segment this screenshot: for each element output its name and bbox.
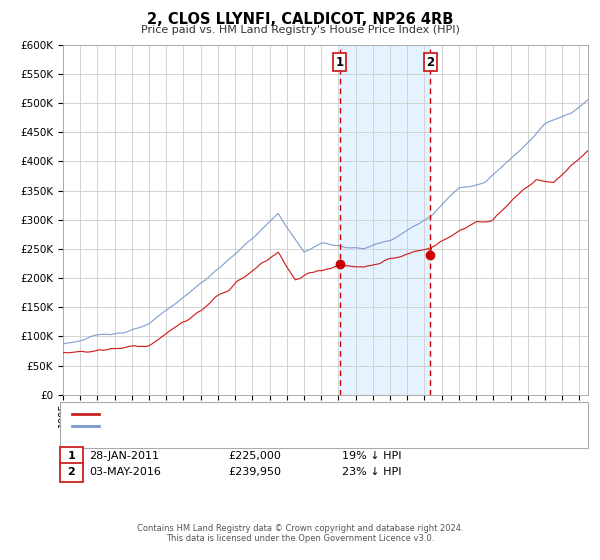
Text: This data is licensed under the Open Government Licence v3.0.: This data is licensed under the Open Gov… — [166, 534, 434, 543]
Text: 2, CLOS LLYNFI, CALDICOT, NP26 4RB: 2, CLOS LLYNFI, CALDICOT, NP26 4RB — [147, 12, 453, 27]
Text: 23% ↓ HPI: 23% ↓ HPI — [342, 466, 401, 477]
Text: £225,000: £225,000 — [228, 451, 281, 461]
Text: 03-MAY-2016: 03-MAY-2016 — [89, 466, 161, 477]
Text: 2: 2 — [426, 56, 434, 69]
Text: Price paid vs. HM Land Registry's House Price Index (HPI): Price paid vs. HM Land Registry's House … — [140, 25, 460, 35]
Text: 2: 2 — [68, 466, 75, 477]
Text: 1: 1 — [336, 56, 344, 69]
Bar — [340, 45, 430, 395]
Text: Contains HM Land Registry data © Crown copyright and database right 2024.: Contains HM Land Registry data © Crown c… — [137, 524, 463, 533]
Text: 28-JAN-2011: 28-JAN-2011 — [89, 451, 159, 461]
Text: 1: 1 — [68, 451, 75, 461]
Text: 2, CLOS LLYNFI, CALDICOT, NP26 4RB (detached house): 2, CLOS LLYNFI, CALDICOT, NP26 4RB (deta… — [102, 409, 392, 419]
Text: HPI: Average price, detached house, Monmouthshire: HPI: Average price, detached house, Monm… — [102, 421, 376, 431]
Text: £239,950: £239,950 — [228, 466, 281, 477]
Text: 19% ↓ HPI: 19% ↓ HPI — [342, 451, 401, 461]
